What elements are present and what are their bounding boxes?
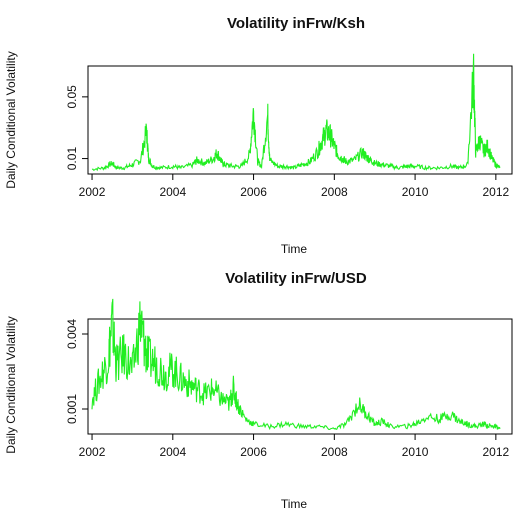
- chart-panel-frw-ksh: Volatility inFrw/Ksh 0.010.05 2002 2004 20…: [4, 15, 513, 256]
- x-axis: 2002 2004 2006 2008 2010 2012: [79, 174, 510, 199]
- x-axis-label: Time: [281, 242, 308, 256]
- y-tick-label: 0.01: [65, 147, 79, 171]
- x-tick-label: 2012: [482, 185, 509, 199]
- x-tick-label: 2006: [240, 185, 267, 199]
- y-tick-label: 0.001: [65, 394, 79, 424]
- y-axis: 0.001 0.004: [65, 319, 88, 424]
- x-tick-label: 2008: [321, 185, 348, 199]
- x-tick-label: 2004: [159, 185, 186, 199]
- series-path: [91, 53, 501, 172]
- x-tick-label: 2008: [321, 445, 348, 459]
- x-axis-label: Time: [281, 497, 308, 511]
- x-axis: 2002 2004 2006 2008 2010 2012: [79, 434, 510, 459]
- series-line: [91, 53, 501, 172]
- x-tick-label: 2010: [402, 445, 429, 459]
- y-tick-label: 0.004: [65, 319, 79, 349]
- x-tick-label: 2002: [79, 185, 106, 199]
- y-axis-label: Daily Conditional Volatility: [4, 316, 18, 453]
- y-tick-label: 0.05: [65, 85, 79, 109]
- series-path: [91, 298, 501, 431]
- x-tick-label: 2006: [240, 445, 267, 459]
- y-axis-label: Daily Conditional Volatility: [4, 51, 18, 188]
- chart-panel-frw-usd: Volatility inFrw/USD 0.001 0.004 2002 2004…: [4, 270, 513, 511]
- x-tick-label: 2004: [159, 445, 186, 459]
- x-tick-label: 2002: [79, 445, 106, 459]
- plot-frame: [87, 65, 513, 175]
- x-tick-label: 2012: [482, 445, 509, 459]
- series-line: [91, 298, 501, 431]
- plot-frame: [87, 318, 513, 435]
- y-axis: 0.01 0.05: [65, 85, 88, 170]
- x-tick-label: 2010: [402, 185, 429, 199]
- chart-title: Volatility inFrw/USD: [225, 270, 367, 287]
- chart-title: Volatility inFrw/Ksh: [227, 15, 365, 32]
